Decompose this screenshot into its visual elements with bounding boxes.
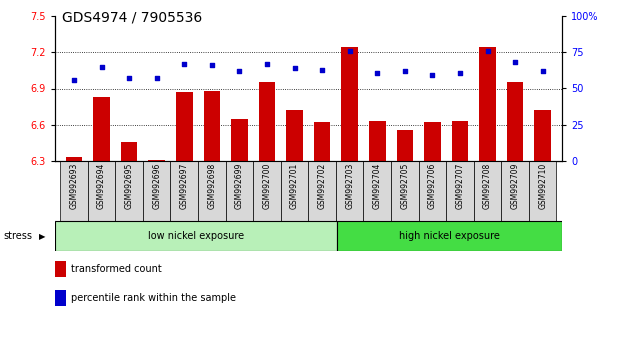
Bar — [397, 130, 413, 161]
Bar — [314, 122, 330, 161]
Text: GSM992706: GSM992706 — [428, 163, 437, 209]
Point — [234, 68, 244, 74]
Text: GSM992704: GSM992704 — [373, 163, 382, 209]
Text: GSM992693: GSM992693 — [70, 163, 78, 209]
Bar — [535, 110, 551, 161]
Text: GSM992697: GSM992697 — [179, 163, 189, 209]
Point — [510, 59, 520, 65]
Text: high nickel exposure: high nickel exposure — [399, 231, 500, 241]
Text: GSM992702: GSM992702 — [317, 163, 327, 209]
Bar — [308, 161, 336, 221]
Bar — [170, 161, 198, 221]
Point — [96, 64, 106, 69]
Point — [538, 68, 548, 74]
Bar — [363, 161, 391, 221]
Point — [483, 48, 492, 53]
Point — [124, 75, 134, 81]
Bar — [66, 158, 82, 161]
Text: GSM992703: GSM992703 — [345, 163, 354, 209]
Bar — [419, 161, 446, 221]
Point — [317, 67, 327, 73]
Bar — [55, 221, 337, 251]
Bar — [529, 161, 556, 221]
Text: GSM992708: GSM992708 — [483, 163, 492, 209]
Bar — [259, 82, 275, 161]
Text: GSM992695: GSM992695 — [125, 163, 134, 209]
Bar — [451, 121, 468, 161]
Bar — [55, 261, 66, 277]
Bar — [337, 221, 562, 251]
Bar — [336, 161, 363, 221]
Bar — [148, 160, 165, 161]
Bar — [369, 121, 386, 161]
Bar — [198, 161, 225, 221]
Bar — [143, 161, 170, 221]
Text: GSM992705: GSM992705 — [401, 163, 409, 209]
Bar — [231, 119, 248, 161]
Bar — [507, 82, 524, 161]
Text: stress: stress — [3, 231, 32, 241]
Bar — [474, 161, 501, 221]
Bar — [204, 91, 220, 161]
Point — [207, 62, 217, 68]
Point — [455, 70, 465, 75]
Bar — [88, 161, 116, 221]
Bar — [281, 161, 308, 221]
Bar — [424, 122, 441, 161]
Text: transformed count: transformed count — [71, 264, 161, 274]
Text: GSM992701: GSM992701 — [290, 163, 299, 209]
Text: low nickel exposure: low nickel exposure — [148, 231, 243, 241]
Text: percentile rank within the sample: percentile rank within the sample — [71, 292, 236, 303]
Text: ▶: ▶ — [39, 232, 45, 241]
Bar — [176, 92, 193, 161]
Text: GSM992700: GSM992700 — [263, 163, 271, 209]
Point — [427, 73, 437, 78]
Text: GSM992710: GSM992710 — [538, 163, 547, 209]
Point — [345, 48, 355, 53]
Text: GSM992709: GSM992709 — [510, 163, 520, 209]
Bar — [286, 110, 303, 161]
Bar — [342, 47, 358, 161]
Text: GSM992707: GSM992707 — [455, 163, 465, 209]
Bar — [501, 161, 529, 221]
Text: GSM992699: GSM992699 — [235, 163, 244, 209]
Point — [262, 61, 272, 67]
Point — [289, 65, 299, 71]
Point — [179, 61, 189, 67]
Point — [69, 77, 79, 82]
Point — [152, 75, 161, 81]
Bar — [253, 161, 281, 221]
Bar — [93, 97, 110, 161]
Bar — [116, 161, 143, 221]
Bar — [479, 47, 496, 161]
Bar — [55, 290, 66, 306]
Bar — [60, 161, 88, 221]
Text: GSM992696: GSM992696 — [152, 163, 161, 209]
Bar — [121, 142, 137, 161]
Bar — [391, 161, 419, 221]
Text: GDS4974 / 7905536: GDS4974 / 7905536 — [62, 11, 202, 25]
Bar — [225, 161, 253, 221]
Point — [373, 70, 383, 75]
Text: GSM992694: GSM992694 — [97, 163, 106, 209]
Bar — [446, 161, 474, 221]
Point — [400, 68, 410, 74]
Text: GSM992698: GSM992698 — [207, 163, 216, 209]
